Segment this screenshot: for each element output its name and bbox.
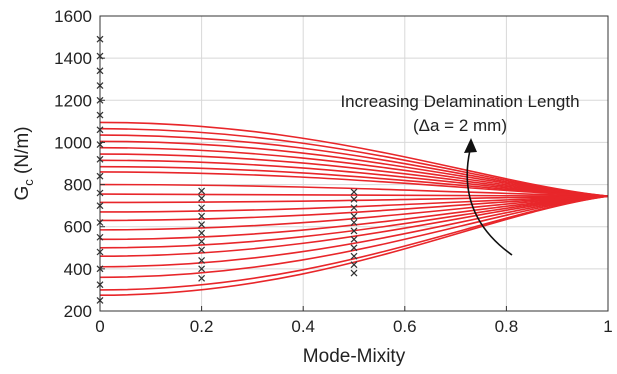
- x-marker: [350, 219, 358, 226]
- x-marker: [198, 257, 206, 264]
- x-marker: [198, 204, 206, 212]
- x-marker: [198, 212, 206, 220]
- x-marker-stroke: [198, 257, 206, 264]
- y-axis-label: Gc (N/m): [12, 126, 36, 200]
- x-marker-stroke: [350, 212, 358, 220]
- x-marker-stroke: [350, 195, 358, 203]
- x-marker: [350, 261, 358, 269]
- y-tick-label: 1400: [54, 49, 92, 68]
- x-marker: [350, 269, 358, 277]
- x-marker-stroke: [198, 229, 206, 237]
- x-marker-stroke: [198, 246, 206, 254]
- y-ticks: 200 400 600 800 1000 1200 1400 1600: [54, 7, 105, 321]
- y-axis-label-main: G: [12, 186, 33, 201]
- x-marker: [350, 212, 358, 220]
- x-marker-stroke: [350, 235, 358, 243]
- y-axis-label-subscript: c: [21, 179, 36, 186]
- x-axis-label: Mode-Mixity: [303, 346, 406, 367]
- x-marker-stroke: [350, 252, 358, 260]
- x-tick-label: 0.6: [393, 317, 417, 336]
- x-marker-stroke: [350, 204, 358, 212]
- x-marker: [350, 188, 358, 196]
- y-tick-label: 1000: [54, 133, 92, 152]
- x-marker-stroke: [198, 221, 206, 229]
- annotation-line-2: (Δa = 2 mm): [413, 116, 507, 135]
- x-marker: [198, 229, 206, 237]
- plot-frame: [99, 15, 609, 312]
- curve-line-9: [99, 171, 609, 197]
- y-tick-label: 200: [64, 302, 92, 321]
- curve-line-14: [99, 195, 609, 222]
- x-marker-stroke: [350, 269, 358, 277]
- x-marker: [198, 221, 206, 229]
- x-marker-stroke: [350, 244, 358, 252]
- x-marker-stroke: [198, 187, 206, 195]
- curve-line-15: [99, 195, 609, 231]
- curve-line-22: [99, 195, 609, 296]
- annotation-arrowhead: [464, 138, 477, 153]
- annotation-arrow: [466, 149, 513, 256]
- x-marker-stroke: [198, 265, 206, 273]
- y-axis-label-unit: (N/m): [12, 126, 33, 179]
- x-ticks: 0 0.2 0.4 0.6 0.8 1: [95, 306, 613, 336]
- x-tick-label: 0.8: [495, 317, 519, 336]
- annotation-line-1: Increasing Delamination Length: [340, 92, 579, 111]
- curve-line-18: [99, 195, 609, 258]
- x-marker-stroke: [198, 238, 206, 245]
- x-marker: [350, 195, 358, 203]
- x-marker-stroke: [350, 188, 358, 196]
- y-tick-label: 1200: [54, 91, 92, 110]
- x-marker: [198, 187, 206, 195]
- curve-line-13: [99, 195, 609, 213]
- x-marker: [198, 265, 206, 273]
- x-marker-stroke: [198, 212, 206, 220]
- x-tick-label: 0.2: [190, 317, 214, 336]
- x-tick-label: 0: [95, 317, 104, 336]
- y-tick-label: 600: [64, 218, 92, 237]
- x-marker: [198, 246, 206, 254]
- curve-line-20: [99, 195, 609, 279]
- curve-line-19: [99, 195, 609, 268]
- curve-line-17: [99, 195, 609, 249]
- x-marker: [350, 235, 358, 243]
- x-marker-stroke: [198, 194, 206, 202]
- curve-line-16: [99, 195, 609, 241]
- x-marker-stroke: [198, 204, 206, 212]
- y-tick-label: 800: [64, 176, 92, 195]
- x-marker: [350, 227, 358, 235]
- x-marker: [350, 244, 358, 252]
- x-marker: [350, 252, 358, 260]
- x-marker-stroke: [350, 261, 358, 269]
- x-marker-stroke: [350, 227, 358, 235]
- y-tick-label: 400: [64, 260, 92, 279]
- x-marker-stroke: [350, 219, 358, 226]
- x-marker: [198, 238, 206, 245]
- x-tick-label: 0.4: [291, 317, 315, 336]
- x-marker: [198, 274, 206, 282]
- x-marker: [350, 204, 358, 212]
- x-marker-stroke: [198, 274, 206, 282]
- curve-line-12: [99, 195, 609, 204]
- series-curves: [99, 121, 609, 296]
- curve-line-10: [99, 183, 609, 197]
- y-tick-label: 1600: [54, 7, 92, 26]
- x-tick-label: 1: [603, 317, 612, 336]
- x-marker: [198, 194, 206, 202]
- curve-line-11: [99, 193, 609, 197]
